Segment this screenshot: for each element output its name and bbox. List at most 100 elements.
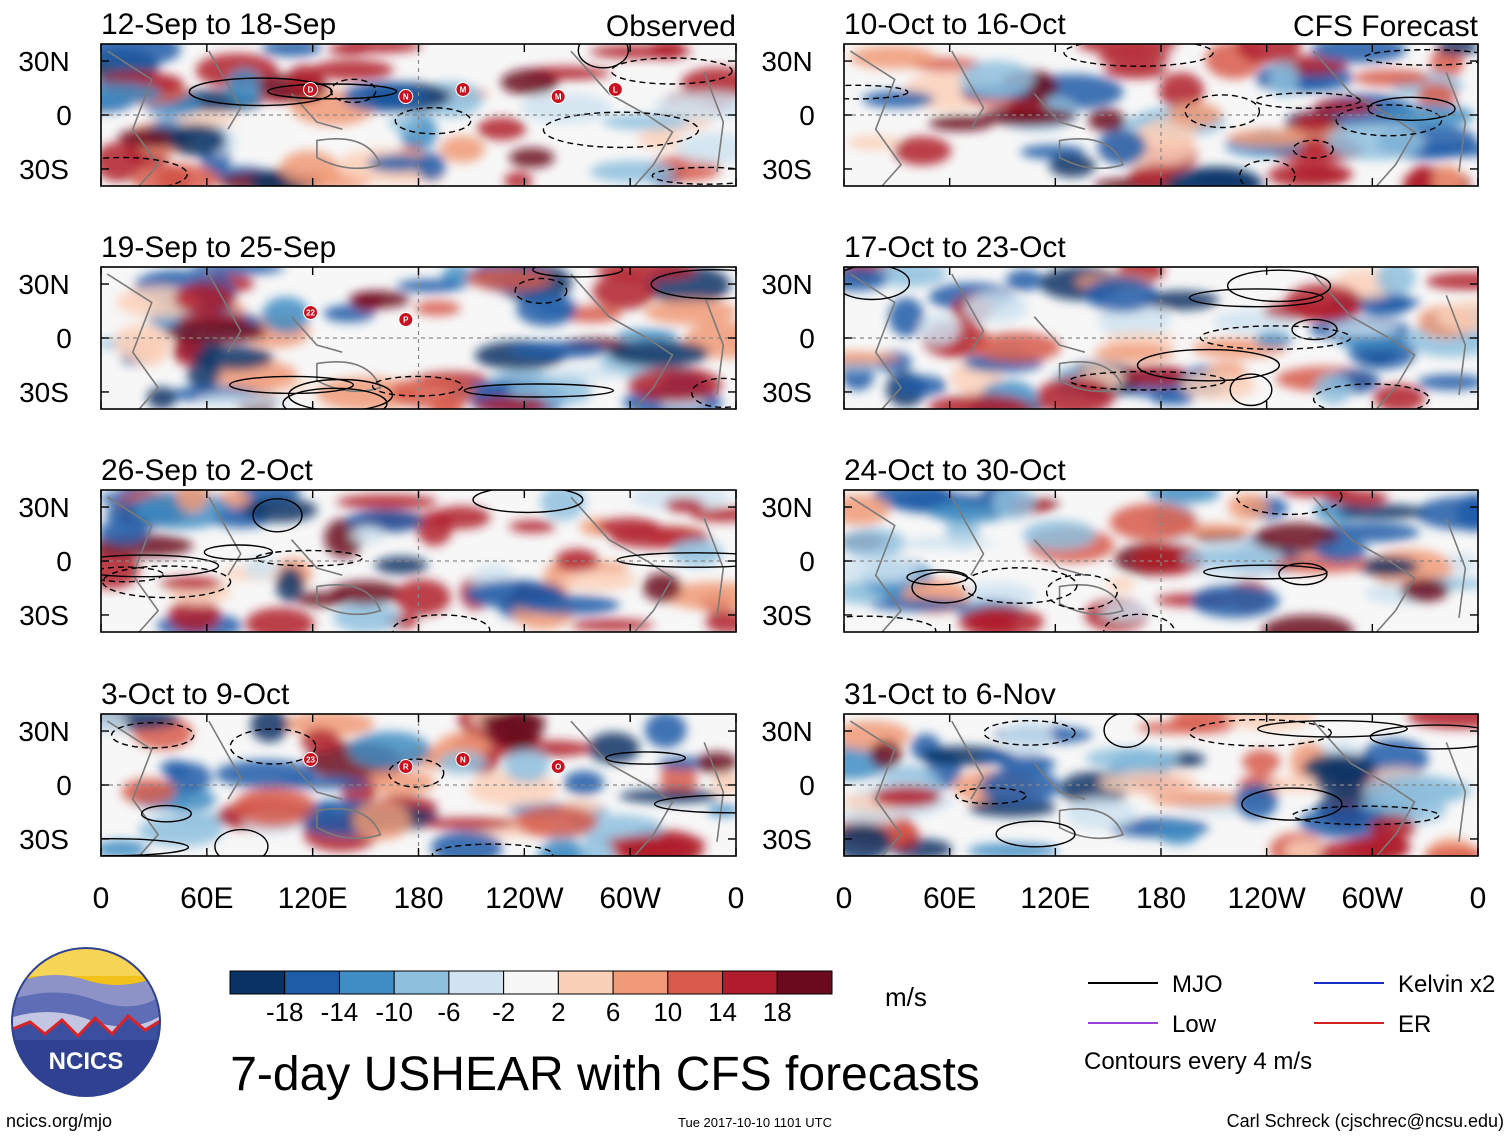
lat-tick-label: 30N	[761, 269, 812, 300]
colorbar-swatch	[612, 970, 669, 995]
colorbar-swatch	[776, 970, 833, 995]
storm-label: N	[460, 755, 466, 764]
storm-label: N	[403, 93, 409, 102]
lon-tick-label: 0	[836, 882, 853, 915]
lon-tick-label: 180	[1136, 882, 1186, 915]
mjo-contours	[844, 44, 1478, 186]
timestamp: Tue 2017-10-10 1101 UTC	[678, 1115, 832, 1130]
lon-tick-label: 60E	[180, 882, 233, 915]
lat-tick-label: 0	[56, 100, 72, 131]
lon-tick-label: 0	[93, 882, 110, 915]
legend-label: MJO	[1172, 971, 1223, 998]
lat-tick-label: 30S	[762, 600, 812, 631]
continent-outlines	[106, 496, 725, 632]
storm-marker-D: D	[303, 81, 319, 97]
colorbar-units: m/s	[885, 982, 927, 1012]
panel-ticks	[843, 490, 1479, 632]
legend-label: Low	[1172, 1011, 1217, 1038]
colorbar-label: -14	[321, 997, 359, 1027]
lon-tick-label: 180	[393, 882, 443, 915]
lon-tick-label: 120W	[1227, 882, 1306, 915]
colorbar-swatch	[229, 970, 286, 995]
map-panel-3: 26-Sep to 2-Oct 30N 0 30S	[18, 454, 737, 633]
lat-tick-label: 0	[799, 546, 815, 577]
map-panel-5: 10-Oct to 16-Oct 30N 0 30S	[761, 8, 1479, 187]
map-panel-8: 31-Oct to 6-Nov 30N 0 30S	[761, 678, 1479, 857]
storm-label: M	[555, 93, 562, 102]
legend-item: MJO	[1088, 971, 1223, 998]
continent-outlines	[849, 50, 1467, 186]
panel-ticks	[843, 44, 1479, 186]
storm-label: O	[555, 763, 561, 772]
lat-tick-label: 30N	[761, 716, 812, 747]
storm-marker-R: R	[398, 759, 414, 775]
legend-label: ER	[1398, 1011, 1431, 1038]
mjo-contours	[844, 490, 1343, 632]
storm-label: 22	[306, 308, 315, 317]
storm-marker-L: L	[607, 81, 623, 97]
lon-tick-label: 0	[1470, 882, 1487, 915]
filter-legend: MJO Kelvin x2 Low ER	[1088, 971, 1495, 1038]
panel-title: 19-Sep to 25-Sep	[101, 231, 336, 264]
colorbar-swatch	[557, 970, 614, 995]
storm-label: L	[613, 85, 618, 94]
lat-tick-label: 30N	[18, 492, 69, 523]
lat-tick-label: 30N	[18, 716, 69, 747]
storm-label: M	[460, 85, 467, 94]
observed-column-label: Observed	[606, 10, 736, 43]
lat-tick-label: 30S	[19, 377, 69, 408]
map-panel-7: 24-Oct to 30-Oct 30N 0 30S	[761, 454, 1479, 633]
panel-ticks	[100, 44, 737, 186]
colorbar-swatch	[393, 970, 450, 995]
panel-ticks	[843, 267, 1479, 409]
shear-anomaly-field	[101, 490, 736, 632]
mjo-contours	[101, 722, 736, 856]
colorbar-label: 18	[763, 997, 792, 1027]
lat-tick-label: 30S	[762, 377, 812, 408]
lat-tick-label: 30N	[761, 492, 812, 523]
longitude-axis-observed: 0 60E 120E 180 120W 60W 0	[93, 882, 745, 915]
lat-tick-label: 30S	[19, 154, 69, 185]
continent-outlines	[849, 273, 1467, 409]
lat-tick-label: 0	[799, 770, 815, 801]
storm-marker-N: N	[398, 89, 414, 105]
colorbar-swatch	[722, 970, 778, 995]
storm-marker-N: N	[455, 751, 471, 767]
storm-marker-22: 22	[303, 304, 319, 320]
panel-title: 3-Oct to 9-Oct	[101, 678, 290, 711]
panel-ticks	[100, 714, 737, 856]
map-panel-4: 3-Oct to 9-Oct 23 R N O 30N 0 30S	[18, 678, 737, 857]
lat-tick-label: 0	[799, 100, 815, 131]
longitude-axis-forecast: 0 60E 120E 180 120W 60W 0	[836, 882, 1487, 915]
colorbar-label: -6	[437, 997, 460, 1027]
colorbar-label: 6	[606, 997, 620, 1027]
storm-marker-M: M	[550, 89, 566, 105]
figure-title: 7-day USHEAR with CFS forecasts	[230, 1048, 980, 1101]
map-panel-2: 19-Sep to 25-Sep 22 P 30N 0 30S	[18, 231, 737, 410]
colorbar-label: -18	[266, 997, 304, 1027]
colorbar-swatch	[503, 970, 559, 995]
lat-tick-label: 0	[56, 546, 72, 577]
lon-tick-label: 60W	[1341, 882, 1403, 915]
panel-ticks	[843, 714, 1479, 856]
colorbar: -18 -14 -10 -6 -2 2 6 10 14 18	[229, 970, 833, 1027]
legend-item: Low	[1088, 1011, 1217, 1038]
logo-text: NCICS	[49, 1048, 124, 1075]
panel-title: 17-Oct to 23-Oct	[844, 231, 1066, 264]
panel-title: 24-Oct to 30-Oct	[844, 454, 1066, 487]
legend-item: ER	[1314, 1011, 1431, 1038]
website-link[interactable]: ncics.org/mjo	[6, 1111, 112, 1131]
lon-tick-label: 60W	[599, 882, 661, 915]
map-panel-6: 17-Oct to 23-Oct 30N 0 30S	[761, 231, 1479, 410]
storm-label: P	[403, 316, 409, 325]
ncics-logo: NCICS	[11, 947, 161, 1097]
author-credit: Carl Schreck (cjschrec@ncsu.edu)	[1227, 1111, 1504, 1131]
lat-tick-label: 30S	[19, 824, 69, 855]
storm-label: R	[403, 763, 409, 772]
lat-tick-label: 30N	[761, 46, 812, 77]
mjo-contours	[101, 44, 736, 186]
continent-outlines	[849, 720, 1467, 856]
lat-tick-label: 30N	[18, 269, 69, 300]
lon-tick-label: 120W	[485, 882, 564, 915]
